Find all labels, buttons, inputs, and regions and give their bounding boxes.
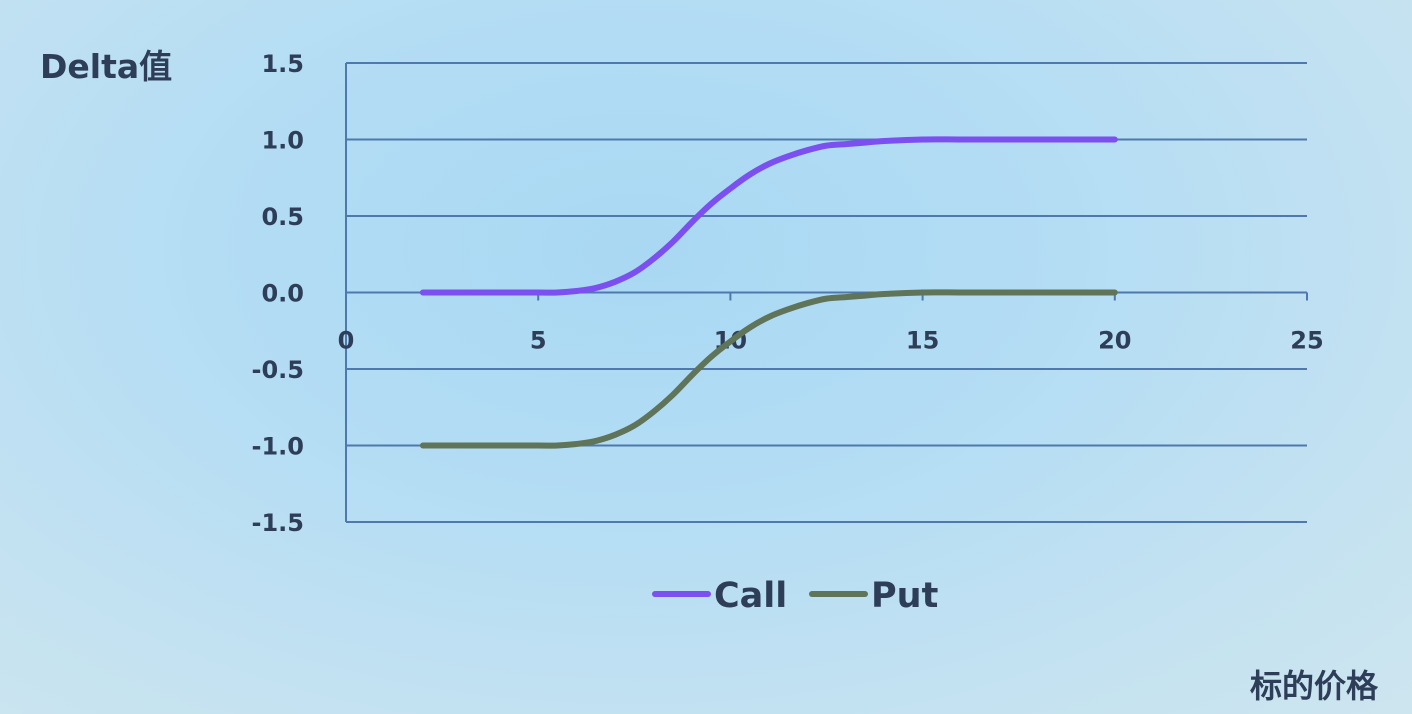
y-tick-label: 0.0 — [261, 280, 304, 308]
y-tick-label: -1.5 — [252, 509, 304, 537]
x-tick-label: 20 — [1098, 327, 1131, 355]
x-tick-labels: 0 5 10 15 20 25 — [338, 327, 1324, 355]
series-line-call — [419, 136, 1118, 296]
series-line-put — [419, 289, 1118, 449]
x-tick-label: 0 — [338, 327, 355, 355]
y-tick-label: -1.0 — [252, 433, 304, 461]
legend: Call Put — [652, 576, 938, 616]
y-tick-labels: 1.5 1.0 0.5 0.0 -0.5 -1.0 -1.5 — [252, 50, 304, 537]
y-axis-label: Delta值 — [40, 47, 172, 86]
y-tick-label: 1.0 — [261, 127, 304, 155]
x-tick-label: 25 — [1290, 327, 1323, 355]
x-tick-label: 15 — [906, 327, 939, 355]
legend-label-call: Call — [714, 576, 787, 616]
series — [419, 136, 1118, 449]
y-tick-label: 1.5 — [261, 50, 304, 78]
y-tick-label: 0.5 — [261, 203, 304, 231]
x-axis-label: 标的价格 — [1250, 667, 1379, 705]
y-tick-label: -0.5 — [252, 356, 304, 384]
legend-label-put: Put — [871, 576, 938, 616]
x-tick-label: 5 — [530, 327, 547, 355]
